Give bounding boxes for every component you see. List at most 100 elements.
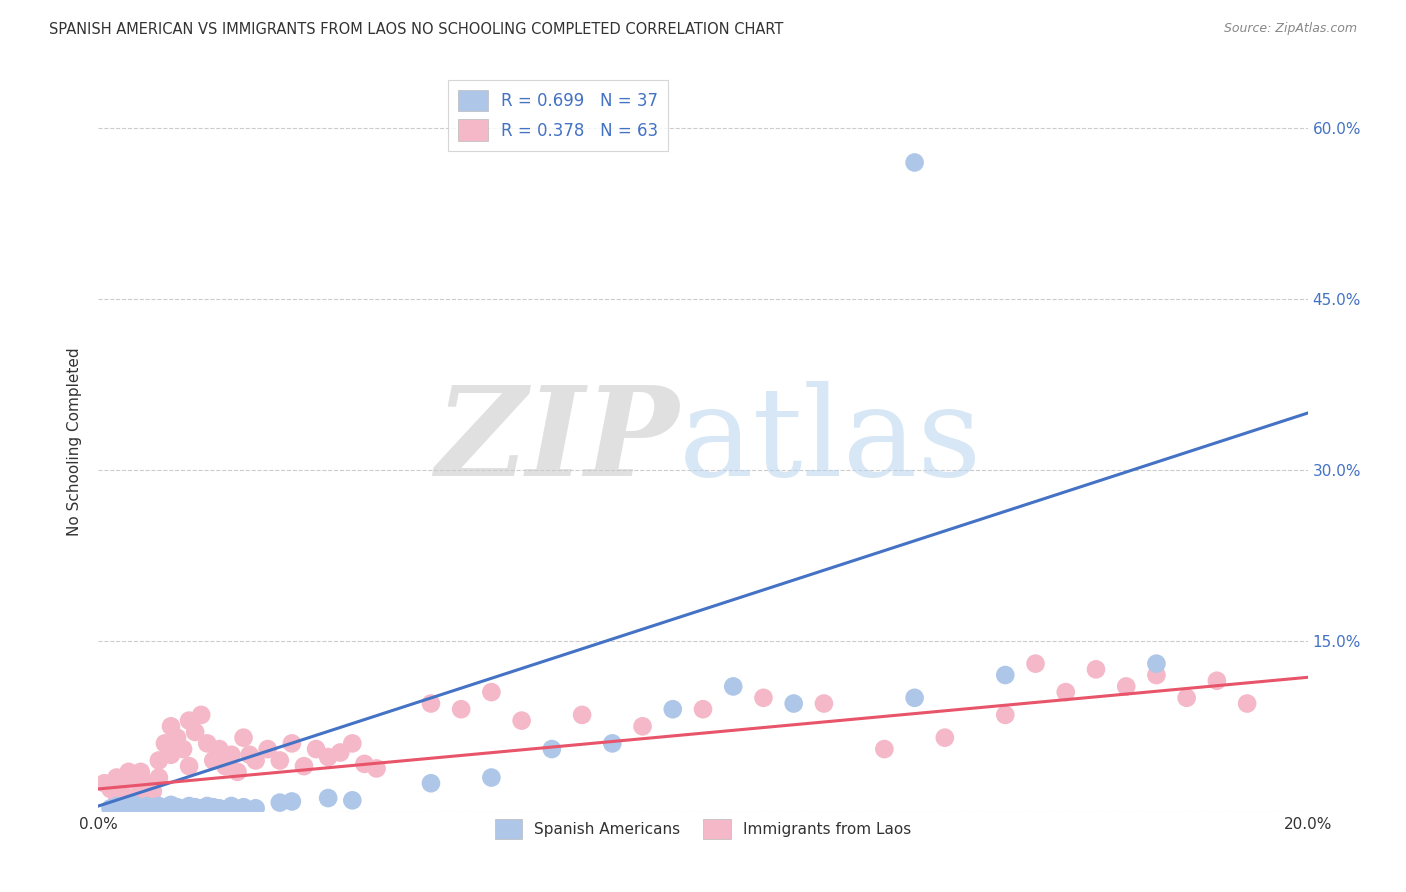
Point <box>129 781 152 796</box>
Point <box>1236 697 1258 711</box>
Point <box>904 155 927 169</box>
Point <box>148 754 170 768</box>
Point <box>353 756 375 771</box>
Point <box>105 799 128 814</box>
Point <box>783 697 806 711</box>
Point <box>179 714 201 728</box>
Point <box>129 801 152 815</box>
Point <box>179 799 201 814</box>
Point <box>342 736 364 750</box>
Point <box>1144 657 1167 671</box>
Point <box>994 707 1017 722</box>
Point <box>1206 673 1229 688</box>
Point <box>1144 668 1167 682</box>
Point <box>602 736 624 750</box>
Point <box>100 781 122 796</box>
Text: atlas: atlas <box>679 381 983 502</box>
Point <box>1024 657 1046 671</box>
Point <box>105 788 128 802</box>
Point <box>148 799 170 814</box>
Point <box>366 761 388 775</box>
Point <box>111 776 134 790</box>
Text: Source: ZipAtlas.com: Source: ZipAtlas.com <box>1223 22 1357 36</box>
Point <box>118 799 141 814</box>
Point <box>481 685 503 699</box>
Text: SPANISH AMERICAN VS IMMIGRANTS FROM LAOS NO SCHOOLING COMPLETED CORRELATION CHAR: SPANISH AMERICAN VS IMMIGRANTS FROM LAOS… <box>49 22 783 37</box>
Point <box>111 802 134 816</box>
Point <box>420 776 443 790</box>
Point <box>245 801 267 815</box>
Point <box>124 772 146 787</box>
Point <box>195 736 218 750</box>
Point <box>160 747 183 762</box>
Point <box>245 754 267 768</box>
Point <box>481 771 503 785</box>
Point <box>873 742 896 756</box>
Point <box>752 690 775 705</box>
Point <box>160 719 183 733</box>
Point <box>1115 680 1137 694</box>
Point <box>202 754 225 768</box>
Point <box>661 702 683 716</box>
Point <box>450 702 472 716</box>
Point <box>100 801 122 815</box>
Point <box>129 764 152 779</box>
Point <box>994 668 1017 682</box>
Point <box>135 776 157 790</box>
Point <box>904 690 927 705</box>
Point <box>148 771 170 785</box>
Point <box>813 697 835 711</box>
Point <box>571 707 593 722</box>
Point <box>269 796 291 810</box>
Point <box>934 731 956 745</box>
Point <box>316 750 339 764</box>
Point <box>692 702 714 716</box>
Point <box>226 764 249 779</box>
Point <box>269 754 291 768</box>
Point <box>342 793 364 807</box>
Point <box>256 742 278 756</box>
Point <box>124 797 146 812</box>
Point <box>190 707 212 722</box>
Point <box>184 725 207 739</box>
Point <box>202 800 225 814</box>
Point <box>239 747 262 762</box>
Point <box>305 742 328 756</box>
Point <box>292 759 315 773</box>
Point <box>118 791 141 805</box>
Point <box>329 746 352 760</box>
Point <box>540 742 562 756</box>
Point <box>281 736 304 750</box>
Point <box>190 801 212 815</box>
Point <box>232 800 254 814</box>
Point <box>166 731 188 745</box>
Point <box>93 776 115 790</box>
Point <box>195 799 218 814</box>
Point <box>232 731 254 745</box>
Point <box>1175 690 1198 705</box>
Point <box>172 801 194 815</box>
Point <box>221 747 243 762</box>
Point <box>1054 685 1077 699</box>
Point <box>105 771 128 785</box>
Point <box>153 801 176 815</box>
Point <box>316 791 339 805</box>
Point <box>118 800 141 814</box>
Point <box>631 719 654 733</box>
Point <box>723 680 745 694</box>
Text: ZIP: ZIP <box>434 381 679 502</box>
Point <box>166 800 188 814</box>
Point <box>142 800 165 814</box>
Legend: Spanish Americans, Immigrants from Laos: Spanish Americans, Immigrants from Laos <box>488 813 918 845</box>
Point <box>221 799 243 814</box>
Y-axis label: No Schooling Completed: No Schooling Completed <box>67 347 83 536</box>
Point <box>214 759 236 773</box>
Point <box>153 736 176 750</box>
Point <box>208 742 231 756</box>
Point <box>1085 662 1108 676</box>
Point <box>420 697 443 711</box>
Point <box>135 799 157 814</box>
Point <box>172 742 194 756</box>
Point <box>142 784 165 798</box>
Point <box>208 801 231 815</box>
